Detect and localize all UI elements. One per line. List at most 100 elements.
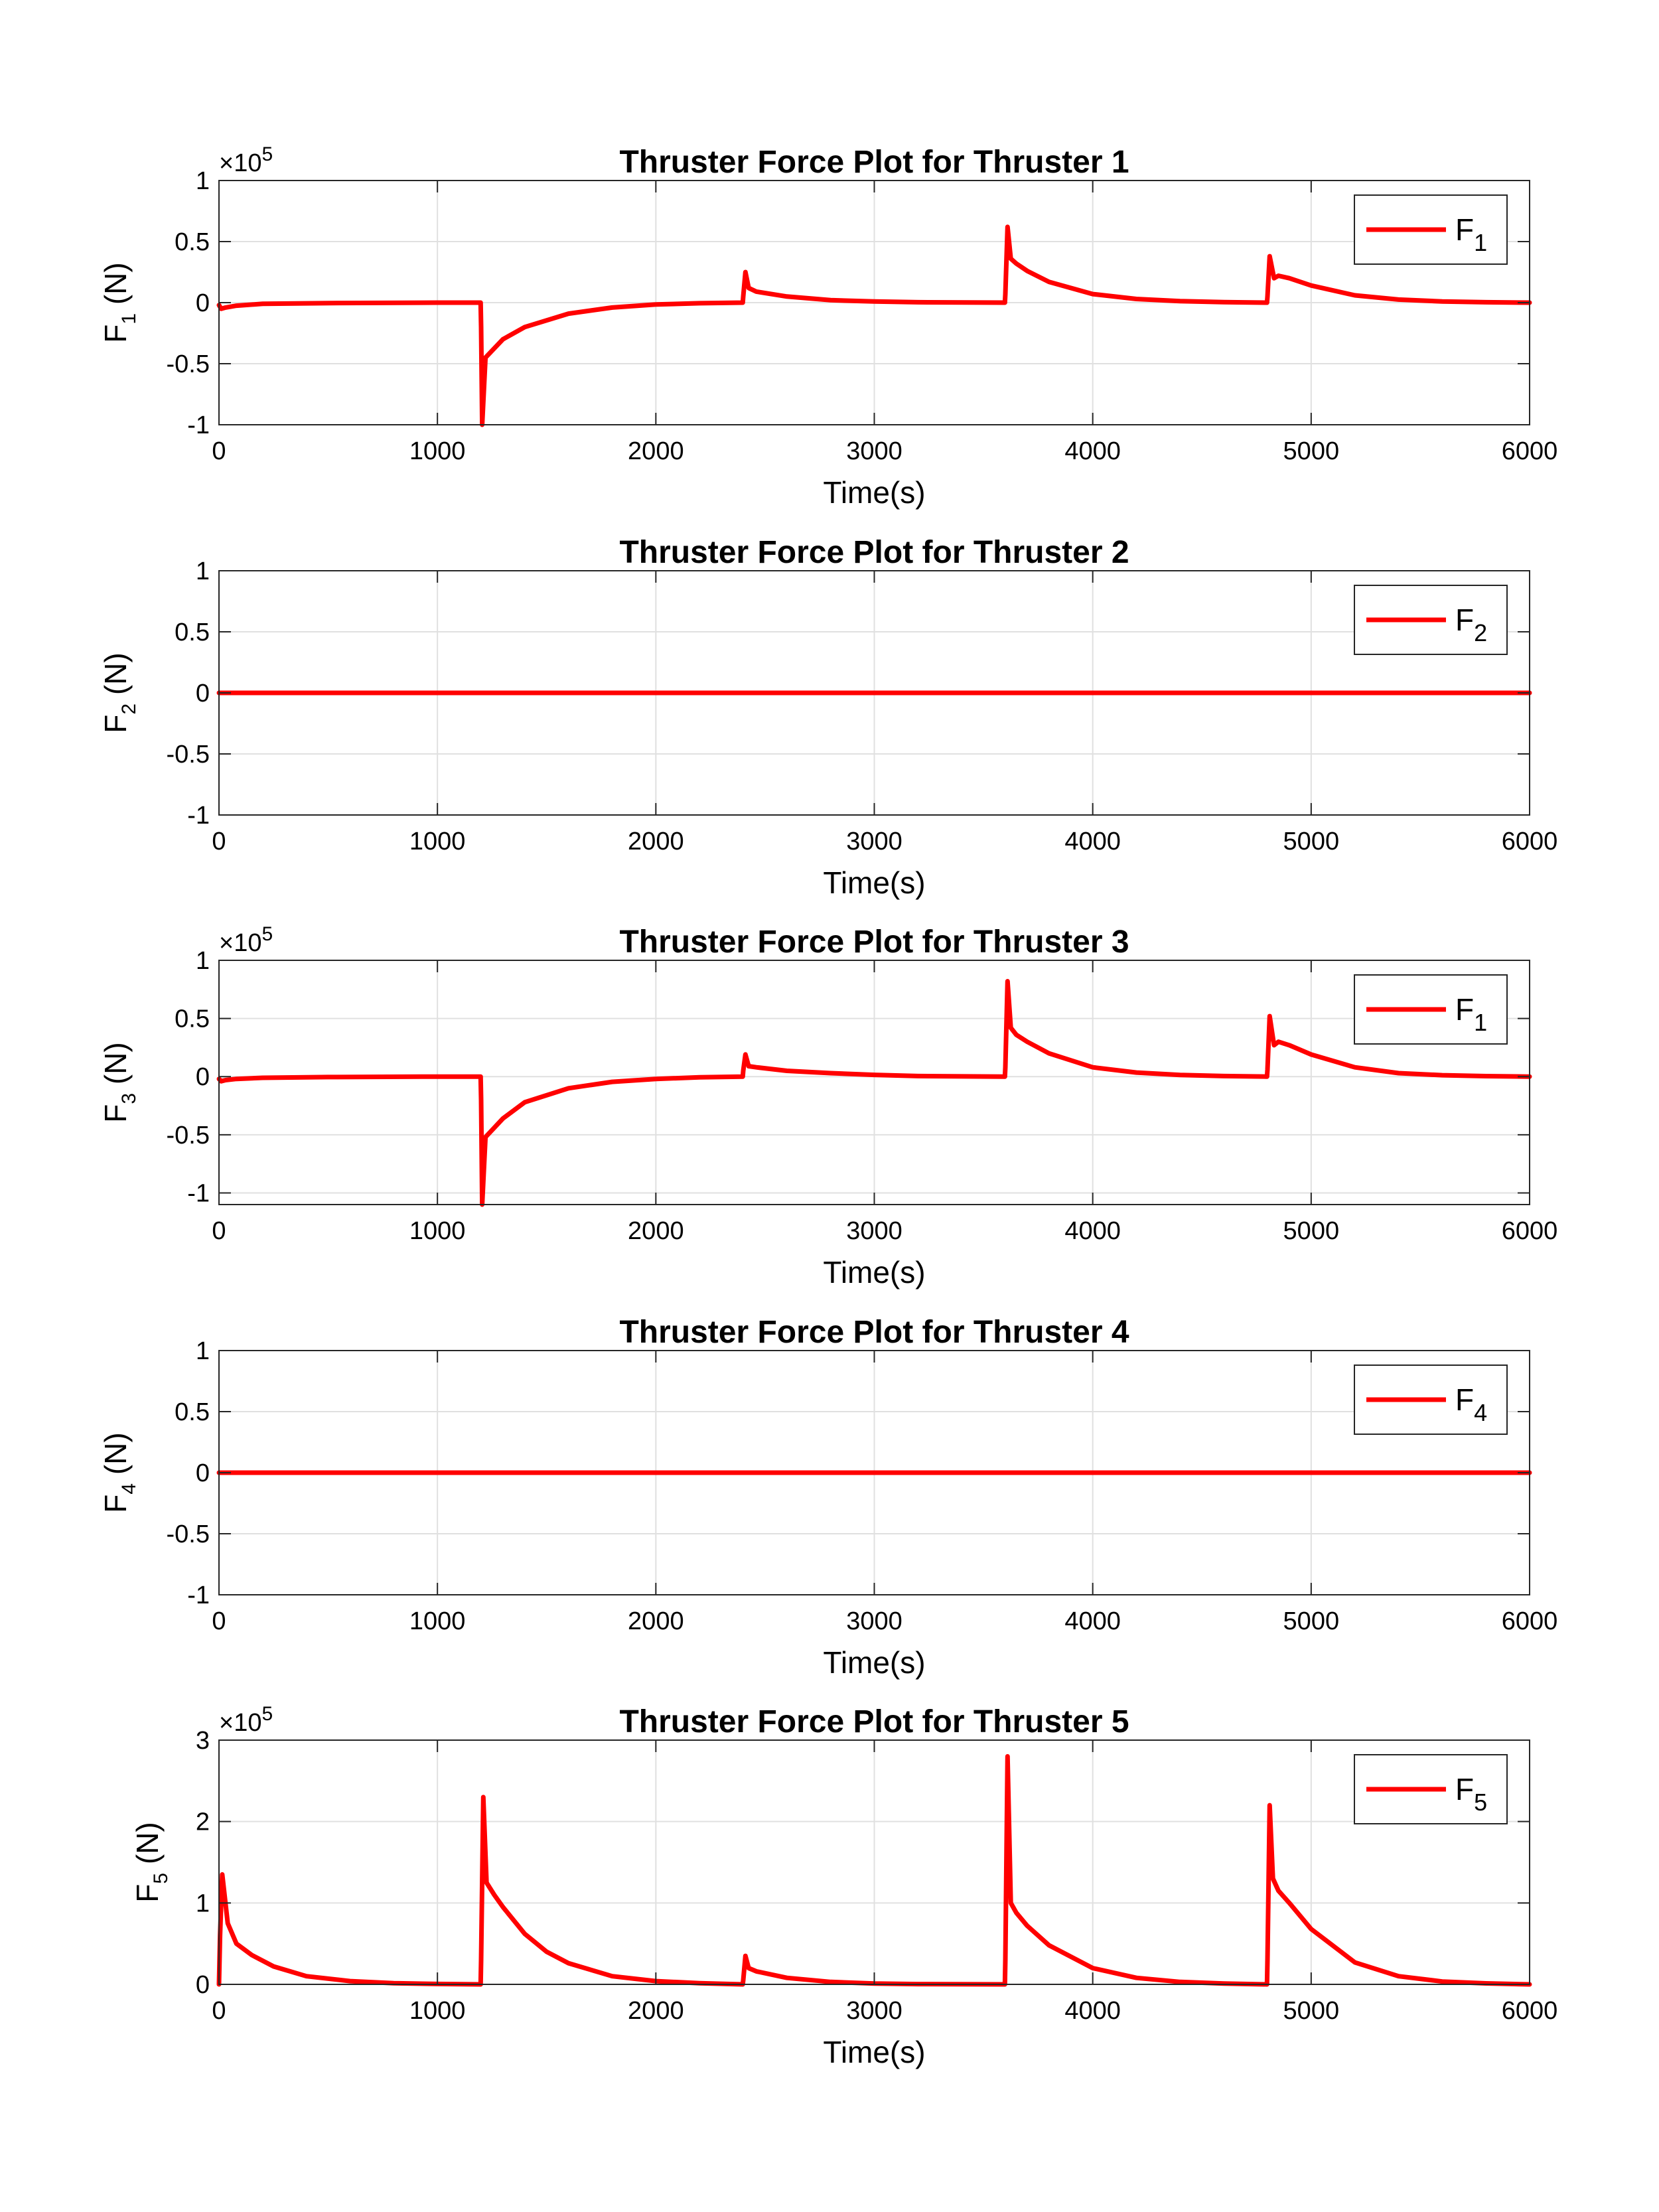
x-tick-label: 1000 — [409, 1997, 466, 2025]
legend-label: F4 — [1455, 1382, 1487, 1426]
x-tick-label: 2000 — [628, 828, 684, 855]
x-axis-label: Time(s) — [823, 1255, 925, 1290]
exponent-base: ×10 — [219, 929, 261, 957]
x-tick-label: 0 — [212, 1997, 226, 2025]
y-tick-label: -0.5 — [167, 741, 210, 769]
exponent-label: ×105 — [219, 923, 273, 957]
y-axis-label: F2 (N) — [98, 652, 140, 733]
x-tick-label: 4000 — [1064, 1997, 1121, 2025]
y-tick-label: 0.5 — [175, 228, 210, 256]
y-label-unit: (N) — [98, 1432, 133, 1483]
chart-title: Thruster Force Plot for Thruster 2 — [619, 535, 1129, 570]
y-label-unit: (N) — [98, 1042, 133, 1093]
y-tick-label: 1 — [196, 1337, 210, 1365]
y-axis-label: F5 (N) — [130, 1822, 172, 1902]
exponent-base: ×10 — [219, 1709, 261, 1737]
y-tick-label: -1 — [187, 1582, 210, 1609]
y-tick-label: -1 — [187, 802, 210, 830]
x-axis-label: Time(s) — [823, 475, 925, 510]
y-tick-label: -0.5 — [167, 1122, 210, 1149]
x-tick-label: 4000 — [1064, 1217, 1121, 1245]
y-tick-label: 2 — [196, 1808, 210, 1836]
x-tick-label: 1000 — [409, 1217, 466, 1245]
x-axis-label: Time(s) — [823, 2035, 925, 2069]
x-tick-label: 3000 — [846, 1217, 902, 1245]
y-tick-label: -1 — [187, 411, 210, 439]
x-tick-label: 5000 — [1283, 437, 1340, 465]
y-label-unit: (N) — [98, 652, 133, 703]
x-tick-label: 6000 — [1502, 828, 1558, 855]
chart-title: Thruster Force Plot for Thruster 4 — [619, 1315, 1129, 1350]
legend: F2 — [1354, 585, 1508, 655]
y-tick-label: 0 — [196, 289, 210, 317]
y-label-main: F — [98, 715, 133, 733]
y-tick-label: 0 — [196, 680, 210, 707]
x-axis-label: Time(s) — [823, 1645, 925, 1680]
legend: F5 — [1354, 1754, 1508, 1824]
y-tick-label: 1 — [196, 1889, 210, 1917]
y-tick-label: 3 — [196, 1727, 210, 1755]
y-label-main: F — [130, 1884, 165, 1903]
chart-title: Thruster Force Plot for Thruster 1 — [619, 145, 1129, 180]
legend: F1 — [1354, 974, 1508, 1045]
y-tick-label: 1 — [196, 557, 210, 585]
legend-label-sub: 1 — [1474, 1009, 1487, 1036]
exponent-power: 5 — [261, 1703, 273, 1725]
y-label-main: F — [98, 325, 133, 343]
x-tick-label: 5000 — [1283, 1217, 1340, 1245]
x-tick-label: 6000 — [1502, 437, 1558, 465]
y-tick-label: 0 — [196, 1063, 210, 1091]
legend-label-main: F — [1455, 992, 1474, 1027]
y-tick-label: 0.5 — [175, 1005, 210, 1033]
subplot-2: 0 1000 2000 3000 4000 5000 6000 -1 -0.5 0 0.5 1 Thru… — [98, 535, 1557, 900]
exponent-power: 5 — [261, 143, 273, 165]
legend-label: F1 — [1455, 212, 1487, 256]
legend-label-sub: 4 — [1474, 1399, 1487, 1426]
y-axis-label: F4 (N) — [98, 1432, 140, 1512]
subplot-5: 0 1000 2000 3000 4000 5000 6000 0 1 2 3 Thruster Fo… — [130, 1703, 1557, 2069]
x-tick-label: 3000 — [846, 828, 902, 855]
y-tick-label: 0 — [196, 1971, 210, 1999]
subplot-4: 0 1000 2000 3000 4000 5000 6000 -1 -0.5 0 0.5 1 Thru… — [98, 1315, 1557, 1680]
y-label-sub: 3 — [118, 1093, 140, 1104]
series-line-F1 — [216, 979, 1532, 1207]
legend-label-main: F — [1455, 1382, 1474, 1417]
y-label-sub: 1 — [118, 313, 140, 325]
x-tick-label: 3000 — [846, 1997, 902, 2025]
y-label-main: F — [98, 1104, 133, 1123]
x-tick-label: 0 — [212, 1217, 226, 1245]
legend: F1 — [1354, 194, 1508, 265]
y-tick-label: -0.5 — [167, 1520, 210, 1548]
x-tick-label: 4000 — [1064, 437, 1121, 465]
x-tick-label: 0 — [212, 1607, 226, 1635]
x-tick-label: 1000 — [409, 1607, 466, 1635]
x-axis-label: Time(s) — [823, 865, 925, 900]
x-tick-label: 2000 — [628, 1607, 684, 1635]
y-axis-label: F3 (N) — [98, 1042, 140, 1122]
x-tick-label: 2000 — [628, 437, 684, 465]
subplot-1: 0 1000 2000 3000 4000 5000 6000 -1 -0.5 0 0.5 1 Thru… — [98, 143, 1557, 510]
legend-label-main: F — [1455, 603, 1474, 637]
x-tick-label: 0 — [212, 437, 226, 465]
subplot-3: 0 1000 2000 3000 4000 5000 6000 -1 -0.5 0 0.5 1 Thru… — [98, 923, 1557, 1290]
chart-title: Thruster Force Plot for Thruster 3 — [619, 924, 1129, 960]
x-tick-label: 5000 — [1283, 828, 1340, 855]
legend-label: F2 — [1455, 603, 1487, 646]
y-label-unit: (N) — [130, 1822, 165, 1873]
legend-label-main: F — [1455, 1772, 1474, 1806]
exponent-label: ×105 — [219, 143, 273, 177]
legend-label-main: F — [1455, 212, 1474, 247]
legend-label: F5 — [1455, 1772, 1487, 1816]
x-tick-label: 1000 — [409, 828, 466, 855]
y-label-main: F — [98, 1495, 133, 1513]
y-tick-label: 0 — [196, 1459, 210, 1487]
y-label-sub: 2 — [118, 703, 140, 715]
y-tick-label: 0.5 — [175, 1398, 210, 1426]
y-tick-label: 1 — [196, 167, 210, 195]
x-tick-label: 6000 — [1502, 1997, 1558, 2025]
exponent-power: 5 — [261, 923, 273, 945]
y-tick-label: 1 — [196, 947, 210, 975]
legend: F4 — [1354, 1364, 1508, 1435]
x-tick-label: 1000 — [409, 437, 466, 465]
